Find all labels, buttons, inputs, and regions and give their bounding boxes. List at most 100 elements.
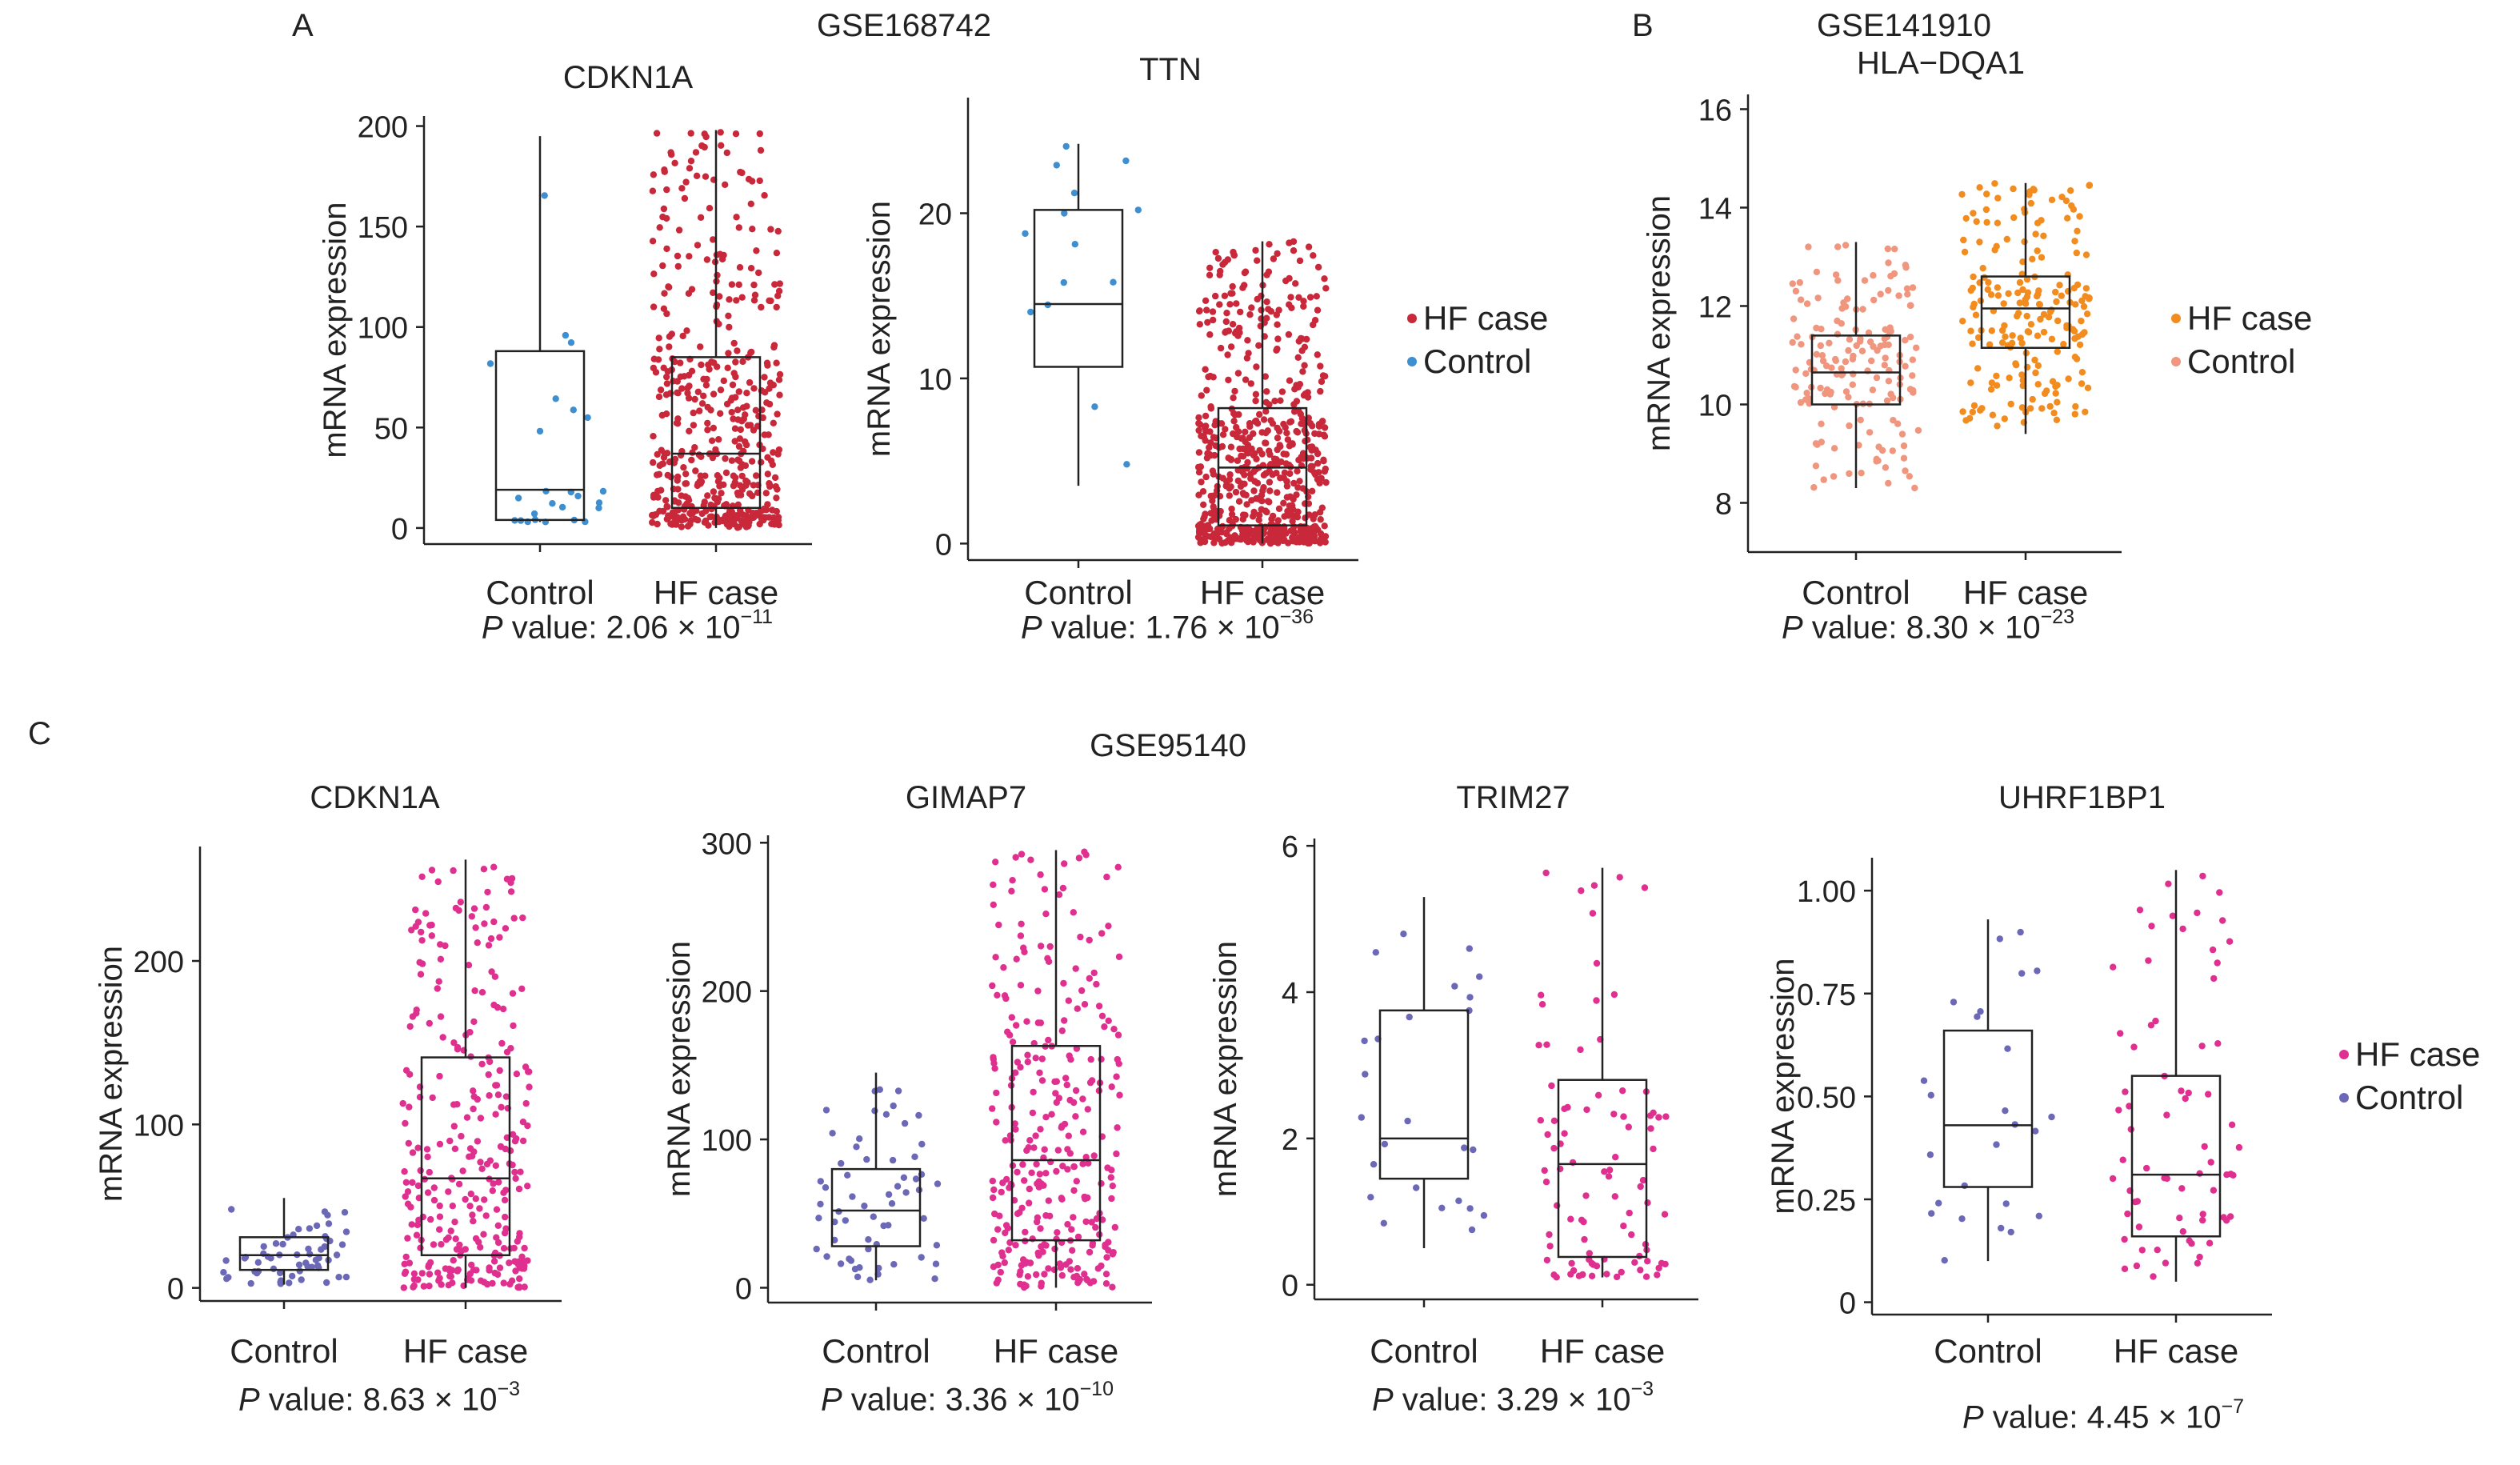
p-symbol: P bbox=[1371, 1382, 1394, 1418]
data-point bbox=[1202, 473, 1210, 481]
data-point bbox=[436, 1072, 443, 1080]
data-point bbox=[295, 1226, 302, 1233]
data-point bbox=[1805, 394, 1812, 402]
data-point bbox=[1832, 357, 1839, 364]
data-point bbox=[439, 1034, 446, 1041]
data-point bbox=[1438, 1204, 1446, 1212]
data-point bbox=[2027, 199, 2034, 207]
data-point bbox=[1846, 336, 1854, 343]
data-point bbox=[338, 1241, 346, 1248]
data-point bbox=[932, 1260, 940, 1267]
data-point bbox=[514, 494, 522, 502]
panel-letter-a: A bbox=[292, 8, 314, 43]
data-point bbox=[426, 1271, 434, 1278]
data-point bbox=[2126, 1103, 2133, 1110]
data-point bbox=[1086, 1248, 1094, 1256]
data-point bbox=[1803, 390, 1810, 397]
data-point bbox=[409, 1179, 416, 1187]
data-point bbox=[2196, 1170, 2203, 1177]
data-point bbox=[747, 200, 754, 207]
data-point bbox=[829, 1130, 836, 1137]
data-point bbox=[2018, 970, 2026, 977]
data-point bbox=[1966, 414, 1974, 422]
data-point bbox=[729, 381, 737, 389]
data-point bbox=[1982, 206, 1990, 214]
data-point bbox=[225, 1274, 232, 1281]
data-point bbox=[521, 1244, 528, 1252]
data-point bbox=[1253, 363, 1260, 370]
data-point bbox=[686, 427, 693, 434]
data-point bbox=[1042, 1170, 1050, 1177]
p-value-text: value: 8.30 × 10 bbox=[1802, 610, 2041, 646]
data-point bbox=[1313, 293, 1321, 300]
data-point bbox=[1828, 364, 1835, 371]
data-point bbox=[490, 1258, 498, 1265]
data-point bbox=[663, 186, 670, 194]
data-point bbox=[659, 262, 666, 270]
data-point bbox=[728, 508, 735, 515]
data-point bbox=[1024, 1273, 1032, 1280]
data-point bbox=[1789, 338, 1796, 346]
data-point bbox=[1045, 1265, 1052, 1272]
p-value-text: value: 1.76 × 10 bbox=[1042, 610, 1280, 646]
data-point bbox=[775, 446, 783, 454]
data-point bbox=[498, 1103, 505, 1111]
data-point bbox=[649, 187, 657, 194]
data-point bbox=[510, 1022, 517, 1030]
data-point bbox=[1226, 471, 1234, 478]
data-point bbox=[1018, 920, 1025, 928]
data-point bbox=[526, 1083, 533, 1091]
data-point bbox=[759, 414, 766, 422]
data-point bbox=[770, 449, 777, 456]
data-point bbox=[286, 1279, 293, 1287]
data-point bbox=[2071, 238, 2078, 245]
data-point bbox=[486, 1092, 493, 1099]
data-point bbox=[1654, 1271, 1661, 1279]
data-point bbox=[1904, 290, 1911, 298]
data-point bbox=[276, 1269, 284, 1277]
data-point bbox=[861, 1203, 868, 1210]
data-point bbox=[734, 416, 742, 423]
data-point bbox=[1470, 1146, 1477, 1154]
data-point bbox=[1662, 1113, 1670, 1120]
data-point bbox=[660, 205, 668, 213]
data-point bbox=[522, 1099, 530, 1107]
data-point bbox=[1413, 1184, 1420, 1191]
data-point bbox=[817, 1178, 824, 1185]
panel-letter-c: C bbox=[28, 716, 51, 751]
data-point bbox=[515, 1258, 522, 1266]
data-point bbox=[702, 472, 709, 479]
y-tick-label: 16 bbox=[1698, 94, 1732, 127]
data-point bbox=[1075, 855, 1083, 862]
data-point bbox=[1644, 1258, 1651, 1265]
data-point bbox=[1246, 311, 1254, 318]
data-point bbox=[2199, 1216, 2206, 1224]
data-point bbox=[457, 899, 464, 906]
data-point bbox=[1088, 1219, 1095, 1226]
data-point bbox=[1381, 1140, 1389, 1148]
data-point bbox=[1202, 297, 1210, 304]
data-point bbox=[1542, 1179, 1550, 1186]
data-point bbox=[466, 1270, 474, 1278]
data-point bbox=[1985, 278, 1992, 286]
p-value-exponent: −3 bbox=[497, 1378, 521, 1400]
data-point bbox=[2017, 334, 2024, 342]
data-point bbox=[710, 424, 717, 432]
data-point bbox=[492, 1111, 499, 1118]
data-point bbox=[1042, 1114, 1050, 1121]
data-point bbox=[1275, 306, 1282, 314]
data-point bbox=[1066, 1052, 1073, 1059]
data-point bbox=[1032, 1055, 1039, 1062]
data-point bbox=[2228, 1121, 2236, 1129]
data-point bbox=[1206, 264, 1214, 271]
data-point bbox=[1070, 1214, 1077, 1221]
data-point bbox=[1902, 467, 1909, 474]
data-point bbox=[1070, 1187, 1078, 1195]
data-point bbox=[2007, 400, 2014, 408]
data-point bbox=[1278, 458, 1285, 466]
data-point bbox=[1258, 498, 1266, 505]
p-value-exponent: −3 bbox=[1630, 1378, 1654, 1400]
y-tick-label: 20 bbox=[918, 198, 952, 232]
